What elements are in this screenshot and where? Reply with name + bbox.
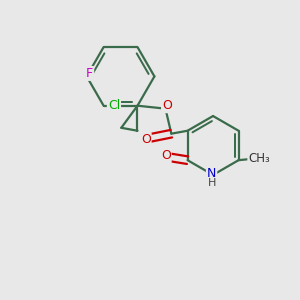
Text: O: O <box>162 99 172 112</box>
Text: O: O <box>141 133 151 146</box>
Text: F: F <box>86 67 93 80</box>
Text: CH₃: CH₃ <box>248 152 270 165</box>
Text: Cl: Cl <box>108 99 120 112</box>
Text: H: H <box>207 178 216 188</box>
Text: O: O <box>161 149 171 162</box>
Text: N: N <box>207 167 216 180</box>
